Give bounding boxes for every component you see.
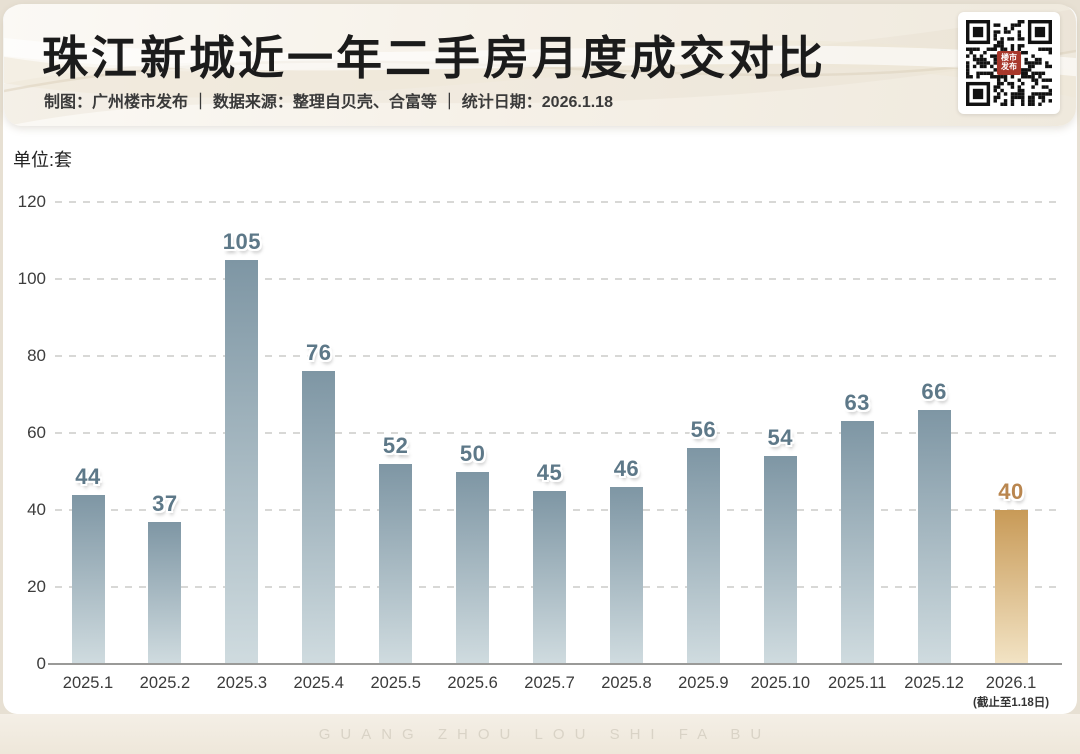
- bar-2025.12: [917, 409, 951, 663]
- x-axis-label-2025.9: 2025.9: [678, 674, 729, 692]
- x-axis-line: [48, 663, 1062, 665]
- x-axis-label-2025.6: 2025.6: [447, 674, 498, 692]
- bar-value-label-2025.9: 56: [690, 417, 717, 443]
- bar-2026.1: [994, 510, 1028, 663]
- bar-value-label-2025.1: 44: [75, 463, 101, 489]
- x-axis-label-2025.12: 2025.12: [904, 674, 964, 692]
- bar-2025.4: [302, 371, 336, 663]
- bar-2025.1: [71, 494, 105, 663]
- page-title: 珠江新城近一年二手房月度成交对比: [42, 33, 826, 84]
- x-axis-label-2025.10: 2025.10: [750, 674, 811, 692]
- y-axis-tick-120: 120: [17, 192, 46, 211]
- bar-value-label-2025.6: 50: [459, 440, 486, 466]
- footer-watermark: GUANG ZHOU LOU SHI FA BU: [318, 725, 772, 743]
- page-subtitle: 制图：广州楼市发布 ｜ 数据来源：整理自贝壳、合富等 ｜ 统计日期：2026.1…: [44, 94, 613, 111]
- bar-2025.9: [686, 448, 720, 663]
- y-axis-tick-40: 40: [27, 500, 46, 519]
- x-axis-label-2025.7: 2025.7: [524, 674, 575, 692]
- bar-2025.8: [609, 486, 643, 663]
- qr-code-pattern: 楼市发布: [966, 20, 1052, 106]
- y-axis-tick-20: 20: [27, 577, 46, 596]
- x-axis-label-2025.8: 2025.8: [601, 674, 652, 692]
- x-axis-label-2025.4: 2025.4: [293, 674, 344, 692]
- x-axis-label-2025.3: 2025.3: [216, 674, 268, 692]
- header-card: 珠江新城近一年二手房月度成交对比 制图：广州楼市发布 ｜ 数据来源：整理自贝壳、…: [4, 4, 1076, 126]
- x-axis-label-note: (截止至1.18日): [973, 697, 1050, 709]
- y-axis-tick-100: 100: [17, 269, 46, 288]
- x-axis-label-2026.1: 2026.1: [985, 674, 1037, 692]
- bar-2025.11: [840, 421, 874, 663]
- svg-text:发布: 发布: [1000, 61, 1017, 71]
- bar-2025.5: [379, 463, 413, 663]
- bar-value-label-2025.8: 46: [613, 455, 640, 481]
- bar-value-label-2025.2: 37: [152, 490, 178, 516]
- bar-value-label-2025.3: 105: [222, 228, 261, 254]
- y-axis-unit-label: 单位:套: [13, 150, 73, 170]
- bar-value-label-2025.4: 76: [306, 340, 332, 366]
- bar-value-label-2026.1: 40: [998, 479, 1024, 504]
- x-axis-label-2025.2: 2025.2: [139, 674, 191, 692]
- bar-2025.10: [763, 456, 797, 663]
- bar-value-label-2025.12: 66: [921, 378, 947, 404]
- bar-2025.7: [533, 490, 567, 663]
- bar-value-label-2025.11: 63: [844, 390, 870, 416]
- qr-code: 楼市 发布: [958, 12, 1060, 114]
- footer-band: GUANG ZHOU LOU SHI FA BU: [0, 714, 1080, 754]
- bar-value-label-2025.5: 52: [382, 432, 409, 458]
- svg-text:楼市: 楼市: [1001, 52, 1017, 62]
- bar-value-label-2025.7: 45: [536, 459, 563, 485]
- bar-value-label-2025.10: 54: [767, 425, 793, 451]
- gridline-60: [55, 432, 1062, 434]
- bar-2025.2: [148, 521, 182, 663]
- x-axis-label-2025.1: 2025.1: [62, 674, 114, 692]
- bar-2025.3: [225, 259, 259, 663]
- gridline-80: [55, 355, 1062, 357]
- y-axis-tick-0: 0: [36, 654, 46, 673]
- x-axis-label-2025.11: 2025.11: [827, 674, 887, 692]
- y-axis-tick-60: 60: [27, 423, 46, 442]
- bar-2025.6: [456, 471, 490, 663]
- y-axis-tick-80: 80: [27, 346, 46, 365]
- qr-center-badge: [996, 50, 1022, 76]
- gridline-120: [55, 201, 1062, 203]
- gridline-100: [55, 278, 1062, 280]
- x-axis-label-2025.5: 2025.5: [370, 674, 421, 692]
